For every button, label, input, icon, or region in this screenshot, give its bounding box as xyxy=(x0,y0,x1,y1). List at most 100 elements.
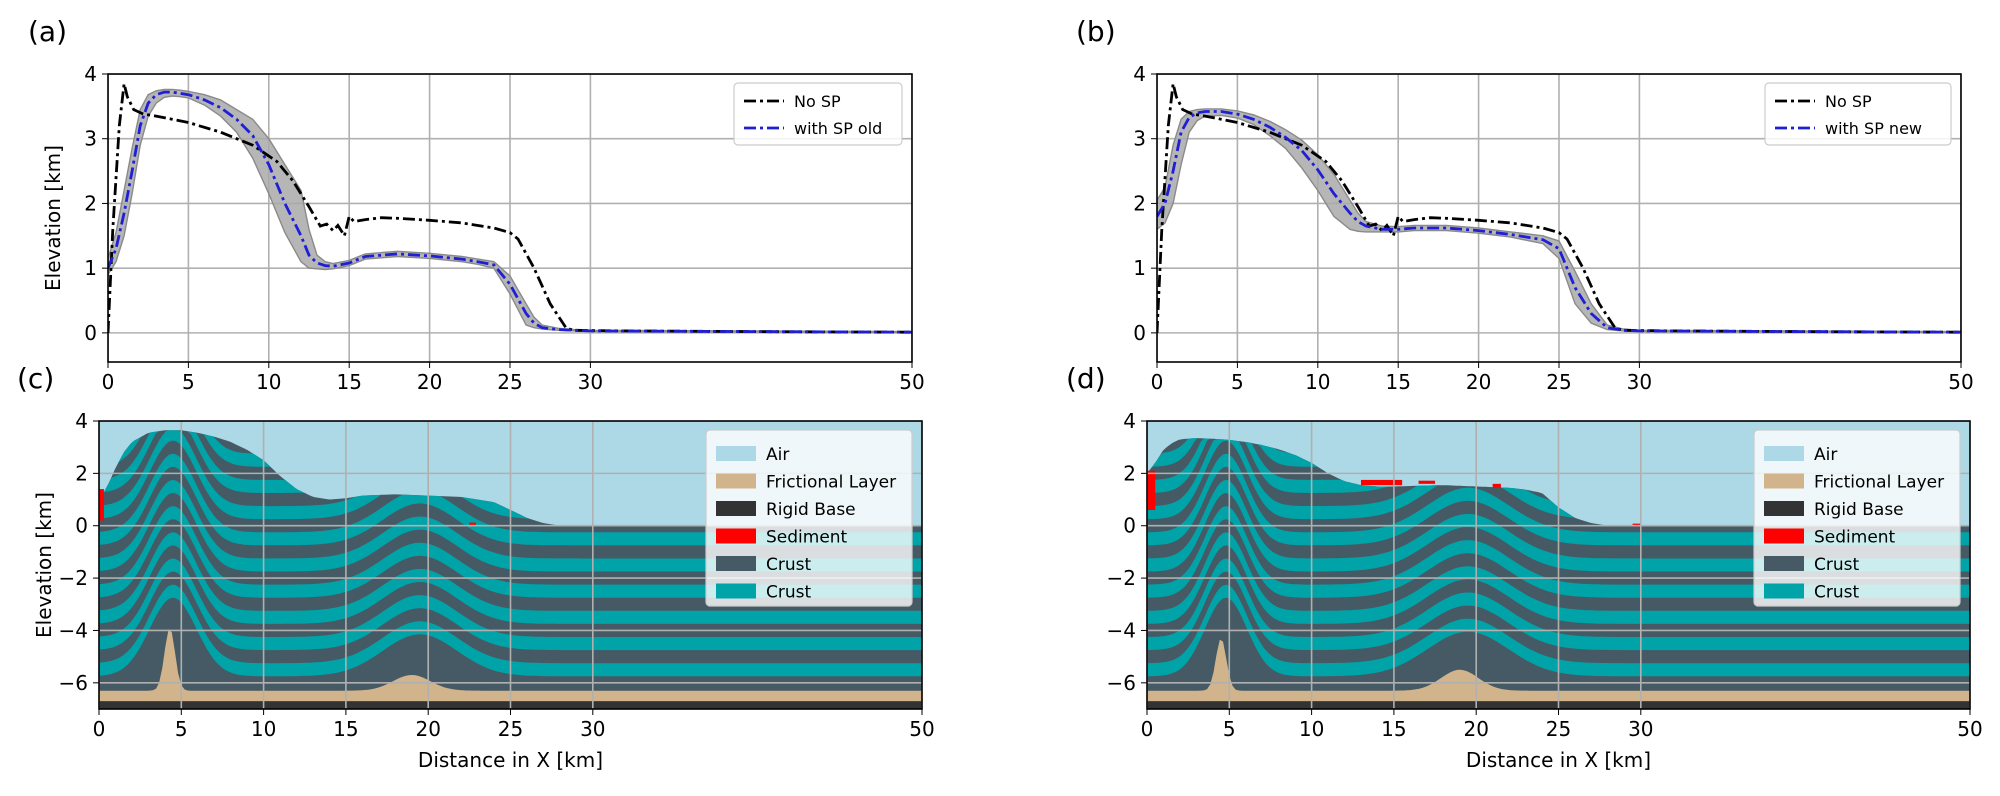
y-tick-label: 1 xyxy=(1133,256,1146,280)
y-tick-label: −4 xyxy=(59,618,88,642)
y-tick-label: 3 xyxy=(84,127,97,151)
y-tick-label: 4 xyxy=(84,62,97,86)
y-tick-label: 4 xyxy=(1133,62,1146,86)
legend-label: Frictional Layer xyxy=(766,473,896,493)
legend-label: No SP xyxy=(794,92,841,111)
legend-label: Frictional Layer xyxy=(1814,473,1944,493)
legend-label: Air xyxy=(1814,445,1837,465)
legend-label: Crust xyxy=(766,583,811,603)
series-line-with-sp-old xyxy=(108,90,912,334)
legend: Air Frictional Layer Rigid Base Sediment Cru… xyxy=(705,429,913,607)
y-tick-label: −4 xyxy=(1107,618,1136,642)
legend-label: Sediment xyxy=(766,528,848,548)
sediment-patch xyxy=(1418,480,1436,484)
panel-label: (c) xyxy=(17,362,54,395)
x-tick-label: 10 xyxy=(1305,370,1330,394)
legend-label: with SP new xyxy=(1825,119,1922,138)
legend-swatch xyxy=(716,501,756,516)
legend-swatch xyxy=(1764,556,1804,571)
chart-panel-c: 0 5 10 15 20 25 30 50 −6 −4 −2 0 2 4 Elevation [km] Dis… xyxy=(32,409,935,772)
y-tick-label: −2 xyxy=(59,566,88,590)
x-tick-label: 5 xyxy=(1231,370,1244,394)
legend: No SP with SP old xyxy=(733,82,903,146)
legend-label: Crust xyxy=(1814,555,1859,575)
x-tick-label: 0 xyxy=(93,717,106,741)
y-tick-label: −6 xyxy=(1107,671,1136,695)
sediment-patch xyxy=(1147,470,1156,511)
legend-swatch xyxy=(1764,473,1804,489)
y-tick-label: 3 xyxy=(1133,127,1146,151)
legend-swatch xyxy=(716,528,756,544)
y-tick-label: 2 xyxy=(84,191,97,215)
x-tick-label: 30 xyxy=(578,370,603,394)
legend-label: Sediment xyxy=(1814,528,1896,548)
y-tick-label: 4 xyxy=(75,409,88,433)
legend-frame xyxy=(1753,429,1961,607)
y-tick-label: 2 xyxy=(75,461,88,485)
sediment-patch xyxy=(99,489,104,521)
x-tick-label: 20 xyxy=(1463,717,1488,741)
x-tick-label: 15 xyxy=(336,370,361,394)
x-tick-label: 10 xyxy=(251,717,276,741)
x-tick-label: 25 xyxy=(1546,717,1571,741)
legend-swatch xyxy=(716,446,756,461)
x-tick-label: 0 xyxy=(102,370,115,394)
y-tick-label: 1 xyxy=(84,256,97,280)
spread-band xyxy=(1157,108,1961,334)
legend-swatch xyxy=(716,556,756,571)
spread-band xyxy=(108,88,912,334)
legend-frame xyxy=(705,429,913,607)
x-tick-label: 25 xyxy=(1546,370,1571,394)
x-axis-label: Distance in X [km] xyxy=(418,748,603,772)
x-tick-label: 30 xyxy=(1627,370,1652,394)
x-tick-label: 5 xyxy=(1223,717,1236,741)
legend-frame xyxy=(1764,82,1952,146)
legend-label: with SP old xyxy=(794,119,882,138)
x-tick-label: 0 xyxy=(1141,717,1154,741)
legend-swatch xyxy=(1764,583,1804,599)
sediment-patch xyxy=(469,522,476,526)
x-tick-label: 5 xyxy=(175,717,188,741)
x-tick-label: 15 xyxy=(1381,717,1406,741)
x-tick-label: 50 xyxy=(1948,370,1973,394)
y-axis-label: Elevation [km] xyxy=(32,492,56,638)
panel-label: (a) xyxy=(28,15,67,48)
legend-swatch xyxy=(716,583,756,599)
legend-label: No SP xyxy=(1825,92,1872,111)
y-tick-label: 0 xyxy=(1123,514,1136,538)
legend-swatch xyxy=(1764,528,1804,544)
x-axis-label: Distance in X [km] xyxy=(1466,748,1651,772)
sediment-patch xyxy=(1360,479,1403,486)
legend-swatch xyxy=(1764,501,1804,516)
y-tick-label: −6 xyxy=(59,671,88,695)
x-tick-label: 15 xyxy=(1385,370,1410,394)
x-tick-label: 10 xyxy=(1299,717,1324,741)
x-tick-label: 50 xyxy=(1957,717,1982,741)
panel-label: (b) xyxy=(1076,15,1116,48)
y-tick-label: 0 xyxy=(75,514,88,538)
legend-label: Crust xyxy=(1814,583,1859,603)
x-tick-label: 20 xyxy=(417,370,442,394)
panel-label: (d) xyxy=(1066,362,1106,395)
legend-swatch xyxy=(1764,446,1804,461)
legend-label: Crust xyxy=(766,555,811,575)
legend-frame xyxy=(733,82,903,146)
x-tick-label: 15 xyxy=(333,717,358,741)
legend-label: Air xyxy=(766,445,789,465)
series-line-with-sp-new xyxy=(1157,110,1961,334)
x-tick-label: 10 xyxy=(256,370,281,394)
x-tick-label: 20 xyxy=(1466,370,1491,394)
x-tick-label: 50 xyxy=(899,370,924,394)
y-tick-label: 2 xyxy=(1133,191,1146,215)
x-tick-label: 50 xyxy=(909,717,934,741)
chart-panel-b: 0 5 10 15 20 25 30 50 0 1 2 3 4 No SP with SP new xyxy=(1133,62,1973,394)
sediment-patch xyxy=(1492,483,1501,488)
legend-label: Rigid Base xyxy=(766,500,856,520)
y-tick-label: 0 xyxy=(84,321,97,345)
x-tick-label: 30 xyxy=(1628,717,1653,741)
y-tick-label: 4 xyxy=(1123,409,1136,433)
y-tick-label: 0 xyxy=(1133,321,1146,345)
y-tick-label: 2 xyxy=(1123,461,1136,485)
y-tick-label: −2 xyxy=(1107,566,1136,590)
